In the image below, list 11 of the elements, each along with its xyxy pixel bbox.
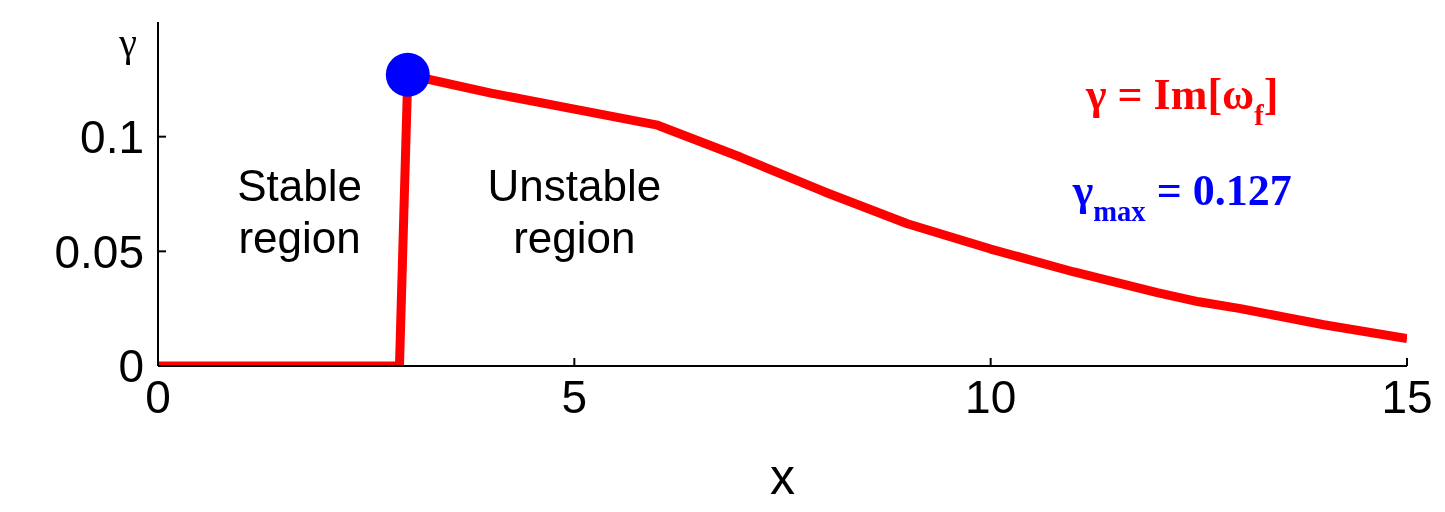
x-tick-label: 15 xyxy=(1381,370,1433,423)
y-axis-title: γ xyxy=(118,20,137,65)
x-tick-label: 10 xyxy=(965,370,1017,423)
annotation: Unstable region xyxy=(487,160,662,262)
y-tick-label: 0.1 xyxy=(80,111,144,163)
x-tick-label: 5 xyxy=(561,370,588,423)
x-axis-title: x xyxy=(770,449,795,505)
y-tick-label: 0.05 xyxy=(54,225,144,278)
annotation: Stable region xyxy=(237,160,362,262)
annotation: γ = Im[ω$_{f}$] xyxy=(1084,70,1279,131)
annotation: γ$_{max}$ = 0.127 xyxy=(1071,166,1292,227)
